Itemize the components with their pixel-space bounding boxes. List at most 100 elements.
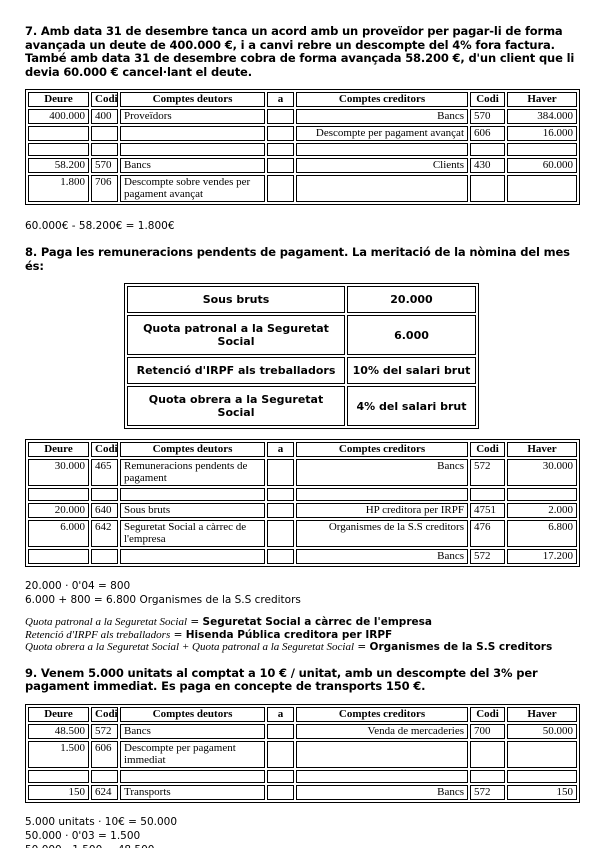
deure-cell	[28, 126, 89, 141]
comptes-deutors-cell: Seguretat Social a càrrec de l'empresa	[120, 520, 265, 547]
journal-row-empty	[28, 488, 577, 501]
haver-cell: 50.000	[507, 723, 577, 739]
haver-cell	[507, 488, 577, 501]
codi-cell: 572	[91, 723, 118, 739]
a-cell	[267, 769, 294, 783]
account-mapping-notes: Quota patronal a la Seguretat Social = S…	[25, 616, 578, 654]
codi-cell: 624	[91, 784, 118, 800]
codi-cell: 400	[91, 109, 118, 124]
comptes-creditors-cell: Organismes de la S.S creditors	[296, 520, 468, 547]
haver-cell	[507, 175, 577, 202]
deure-cell	[28, 769, 89, 783]
a-cell	[267, 109, 294, 124]
comptes-creditors-cell: HP creditora per IRPF	[296, 503, 468, 518]
payroll-value: 20.000	[347, 286, 476, 313]
deure-header: Deure	[28, 442, 89, 457]
codi-cell: 465	[91, 459, 118, 486]
comptes-deutors-cell: Sous bruts	[120, 503, 265, 518]
codi-cell: 642	[91, 520, 118, 547]
haver-header: Haver	[507, 442, 577, 457]
codi-cell	[470, 488, 505, 501]
journal-table-ex9: Deure Codi Comptes deutors a Comptes cre…	[25, 703, 580, 803]
codi-cell: 706	[91, 175, 118, 202]
a-cell	[267, 784, 294, 800]
account-name: Organismes de la S.S creditors	[369, 641, 553, 653]
calc-block-ex9: 5.000 unitats · 10€ = 50.000 50.000 · 0'…	[25, 815, 578, 848]
a-cell	[267, 126, 294, 141]
codi-cell	[91, 488, 118, 501]
journal-row-empty	[28, 143, 577, 156]
deure-cell: 1.500	[28, 740, 89, 768]
journal-header-row: Deure Codi Comptes deutors a Comptes cre…	[28, 706, 577, 722]
haver-cell: 384.000	[507, 109, 577, 124]
equals-sign: =	[354, 641, 370, 653]
payroll-term: Quota patronal a la Seguretat Social	[25, 616, 188, 628]
a-cell	[267, 488, 294, 501]
comptes-creditors-cell: Bancs	[296, 109, 468, 124]
payroll-value: 10% del salari brut	[347, 357, 476, 384]
codi-cell: 572	[470, 784, 505, 800]
deure-cell	[28, 143, 89, 156]
comptes-deutors-cell: Proveïdors	[120, 109, 265, 124]
comptes-deutors-header: Comptes deutors	[120, 442, 265, 457]
a-cell	[267, 520, 294, 547]
codi-header: Codi	[91, 706, 118, 722]
deure-cell: 48.500	[28, 723, 89, 739]
deure-cell: 20.000	[28, 503, 89, 518]
codi-header: Codi	[91, 92, 118, 107]
journal-header-row: Deure Codi Comptes deutors a Comptes cre…	[28, 442, 577, 457]
deure-cell: 6.000	[28, 520, 89, 547]
payroll-row: Quota obrera a la Seguretat Social 4% de…	[127, 386, 476, 426]
a-header: a	[267, 706, 294, 722]
comptes-creditors-cell	[296, 769, 468, 783]
calc-line: 20.000 · 0'04 = 800	[25, 580, 131, 592]
account-name: Seguretat Social a càrrec de l'empresa	[202, 616, 432, 628]
comptes-deutors-header: Comptes deutors	[120, 92, 265, 107]
deure-cell	[28, 488, 89, 501]
comptes-deutors-cell: Bancs	[120, 723, 265, 739]
journal-row: 150 624 Transports Bancs 572 150	[28, 784, 577, 800]
calc-line: 50.000 · 0'03 = 1.500	[25, 829, 141, 842]
comptes-creditors-cell: Bancs	[296, 784, 468, 800]
account-name: Hisenda Pública creditora per IRPF	[185, 628, 393, 641]
codi-cell	[470, 143, 505, 156]
codi-cell: 572	[470, 549, 505, 564]
journal-row: Bancs 572 17.200	[28, 549, 577, 564]
deure-cell: 30.000	[28, 459, 89, 486]
equals-sign: =	[170, 628, 186, 641]
haver-cell: 60.000	[507, 158, 577, 173]
comptes-deutors-cell	[120, 126, 265, 141]
payroll-label: Quota obrera a la Seguretat Social	[127, 386, 345, 426]
deure-cell: 150	[28, 784, 89, 800]
journal-row: 58.200 570 Bancs Clients 430 60.000	[28, 158, 577, 173]
deure-cell: 400.000	[28, 109, 89, 124]
a-cell	[267, 740, 294, 768]
a-header: a	[267, 442, 294, 457]
calc-line-ex7: 60.000€ - 58.200€ = 1.800€	[25, 220, 175, 232]
deure-cell: 1.800	[28, 175, 89, 202]
exercise-9-heading: 9. Venem 5.000 unitats al comptat a 10 €…	[25, 665, 538, 693]
codi-cell	[470, 740, 505, 768]
mapping-line: Quota patronal a la Seguretat Social = S…	[25, 616, 578, 629]
a-cell	[267, 143, 294, 156]
haver-cell	[507, 740, 577, 768]
calc-line: 50.000 - 1.500 = 48.500	[25, 843, 578, 848]
journal-row: Descompte per pagament avançat 606 16.00…	[28, 126, 577, 141]
journal-header-row: Deure Codi Comptes deutors a Comptes cre…	[28, 92, 577, 107]
deure-cell: 58.200	[28, 158, 89, 173]
journal-row: 6.000 642 Seguretat Social a càrrec de l…	[28, 520, 577, 547]
haver-cell: 17.200	[507, 549, 577, 564]
codi-header: Codi	[470, 92, 505, 107]
deure-header: Deure	[28, 706, 89, 722]
codi-cell	[91, 126, 118, 141]
comptes-creditors-cell	[296, 175, 468, 202]
journal-row: 30.000 465 Remuneracions pendents de pag…	[28, 459, 577, 486]
comptes-creditors-header: Comptes creditors	[296, 442, 468, 457]
a-cell	[267, 175, 294, 202]
codi-cell: 606	[470, 126, 505, 141]
a-cell	[267, 158, 294, 173]
journal-table-ex7: Deure Codi Comptes deutors a Comptes cre…	[25, 89, 580, 205]
comptes-creditors-cell: Bancs	[296, 549, 468, 564]
payroll-row: Retenció d'IRPF als treballadors 10% del…	[127, 357, 476, 384]
